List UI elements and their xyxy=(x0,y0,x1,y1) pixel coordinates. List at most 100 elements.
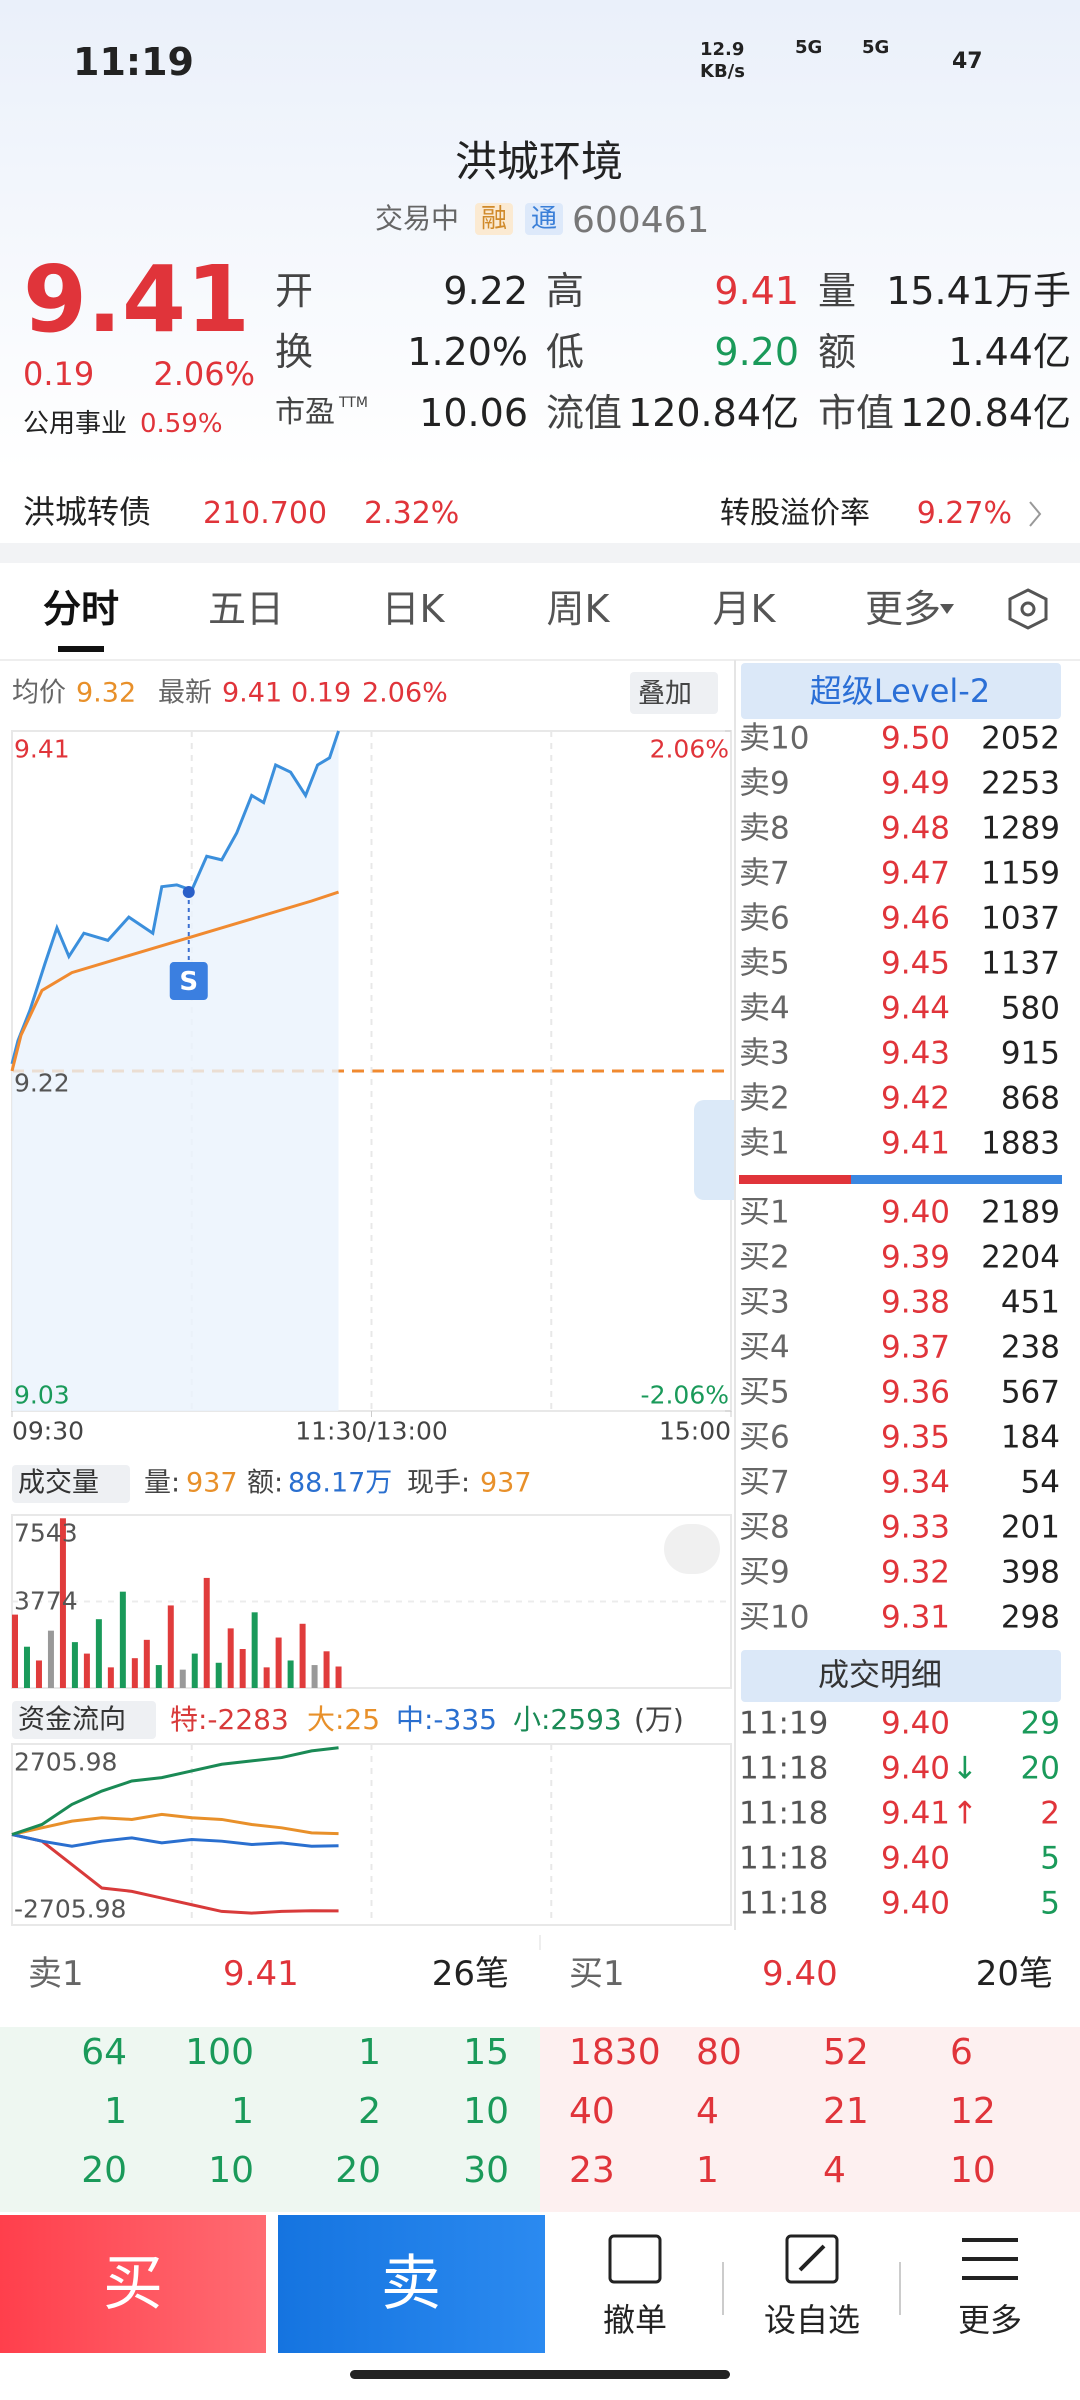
tab[interactable]: 分时 xyxy=(42,587,120,631)
book-level: 买7 xyxy=(739,1464,790,1501)
tab[interactable]: 更多 xyxy=(864,587,942,631)
tape-lot: 30 xyxy=(463,2150,509,2191)
overlay-button[interactable] xyxy=(630,672,718,714)
cancel-label[interactable]: 撤单 xyxy=(602,2301,668,2339)
book-level: 卖9 xyxy=(739,765,790,802)
side-expand-tab[interactable] xyxy=(694,1100,734,1200)
net-speed: 12.9 xyxy=(700,39,745,60)
stat-label: 量 xyxy=(818,269,857,313)
legend-item: 大:25 xyxy=(307,1703,381,1736)
tab[interactable]: 五日 xyxy=(207,587,285,631)
book-price: 9.39 xyxy=(881,1239,951,1276)
book-price: 9.40 xyxy=(881,1194,951,1231)
x-tick-label: 15:00 xyxy=(658,1416,731,1446)
book-level: 买1 xyxy=(739,1194,790,1231)
signal-point xyxy=(182,886,195,899)
tape-lot: 23 xyxy=(569,2150,615,2191)
buy-tape-background xyxy=(540,2027,1080,2212)
book-volume: 451 xyxy=(1000,1284,1060,1321)
vol-value: 937 xyxy=(186,1467,238,1499)
chart-frame xyxy=(11,1514,732,1689)
trade-price: 9.40 xyxy=(881,1840,951,1877)
book-level: 买5 xyxy=(739,1374,790,1411)
stat-label-sup: TTM xyxy=(339,395,368,411)
trade-qty: 5 xyxy=(1040,1840,1060,1877)
price-area xyxy=(12,731,339,1411)
sector-change: 0.59% xyxy=(140,409,223,439)
watchlist-label[interactable]: 设自选 xyxy=(763,2301,861,2339)
book-price: 9.35 xyxy=(881,1419,951,1456)
buy-label[interactable]: 买 xyxy=(103,2249,163,2319)
y-tick-label: 9.41 xyxy=(14,734,70,764)
signal-label: S xyxy=(179,967,199,998)
book-volume: 2052 xyxy=(981,720,1060,757)
tape-count: 20笔 xyxy=(975,1954,1053,1994)
series-line xyxy=(10,730,340,1065)
legend-item: 小:2593 xyxy=(513,1703,622,1736)
stat-value: 1.20% xyxy=(407,330,528,374)
trade-price: 9.41 xyxy=(881,1795,951,1832)
book-price: 9.38 xyxy=(881,1284,951,1321)
buy-button[interactable] xyxy=(0,2215,266,2353)
level2-header[interactable] xyxy=(741,663,1061,719)
bond-name: 洪城转债 xyxy=(23,493,152,531)
signal-type: 5G xyxy=(795,37,823,58)
tape-price: 9.40 xyxy=(762,1954,838,1994)
tape-lot: 1 xyxy=(104,2091,127,2132)
book-volume: 398 xyxy=(1000,1554,1060,1591)
tape-lot: 64 xyxy=(81,2032,127,2073)
y-tick-label: 2705.98 xyxy=(14,1747,118,1777)
tab[interactable]: 月K xyxy=(712,587,776,631)
tape-lot: 1 xyxy=(696,2150,719,2191)
bond-change: 2.32% xyxy=(364,496,460,531)
tape-lot: 1830 xyxy=(569,2032,661,2073)
margin-badge: 融 xyxy=(475,203,514,235)
trades-title[interactable]: 成交明细 xyxy=(818,1657,942,1694)
more-label[interactable]: 更多 xyxy=(957,2301,1023,2339)
stat-label: 开 xyxy=(275,269,314,313)
book-price: 9.37 xyxy=(881,1329,951,1366)
connect-badge: 通 xyxy=(525,203,564,235)
book-volume: 1137 xyxy=(981,945,1060,982)
trades-header[interactable] xyxy=(741,1650,1061,1702)
book-price: 9.46 xyxy=(881,900,951,937)
tab[interactable]: 周K xyxy=(546,587,610,631)
sell-button[interactable] xyxy=(278,2215,545,2353)
book-price: 9.36 xyxy=(881,1374,951,1411)
volume-selector[interactable] xyxy=(12,1465,130,1503)
volume-title[interactable]: 成交量 xyxy=(18,1467,99,1499)
tab[interactable]: 日K xyxy=(381,587,445,631)
ask-ratio-bar xyxy=(739,1175,851,1184)
book-level: 卖4 xyxy=(739,990,790,1027)
stock-name: 洪城环境 xyxy=(454,137,624,186)
trade-qty: 5 xyxy=(1040,1885,1060,1922)
book-level: 买6 xyxy=(739,1419,790,1456)
watchlist-icon xyxy=(785,2234,839,2284)
hand-value: 937 xyxy=(480,1467,532,1499)
trade-direction: ↓ xyxy=(952,1750,978,1787)
y-tick-label: 9.03 xyxy=(14,1380,70,1410)
volume-bar xyxy=(131,1658,138,1688)
book-level: 卖6 xyxy=(739,900,790,937)
sell-label[interactable]: 卖 xyxy=(381,2249,441,2319)
volume-bar xyxy=(275,1637,282,1688)
premium-label: 转股溢价率 xyxy=(720,496,870,531)
avg-price: 9.32 xyxy=(76,677,137,709)
volume-bar xyxy=(239,1649,246,1688)
overlay-label[interactable]: 叠加 xyxy=(638,678,692,710)
fund-title[interactable]: 资金流向 xyxy=(18,1704,126,1736)
fund-selector[interactable] xyxy=(12,1701,156,1739)
book-price: 9.44 xyxy=(881,990,951,1027)
book-price: 9.42 xyxy=(881,1080,951,1117)
book-price: 9.50 xyxy=(881,720,951,757)
y-tick-label: 7543 xyxy=(14,1518,78,1548)
level2-title[interactable]: 超级Level-2 xyxy=(809,672,991,710)
amt-value: 88.17万 xyxy=(288,1467,393,1499)
book-price: 9.33 xyxy=(881,1509,951,1546)
premium-rate: 9.27% xyxy=(916,496,1012,531)
y-tick-label: 9.22 xyxy=(14,1068,70,1098)
tape-count: 26笔 xyxy=(431,1954,509,1994)
status-time: 11:19 xyxy=(73,40,194,84)
trade-time: 11:18 xyxy=(739,1885,829,1922)
book-price: 9.32 xyxy=(881,1554,951,1591)
